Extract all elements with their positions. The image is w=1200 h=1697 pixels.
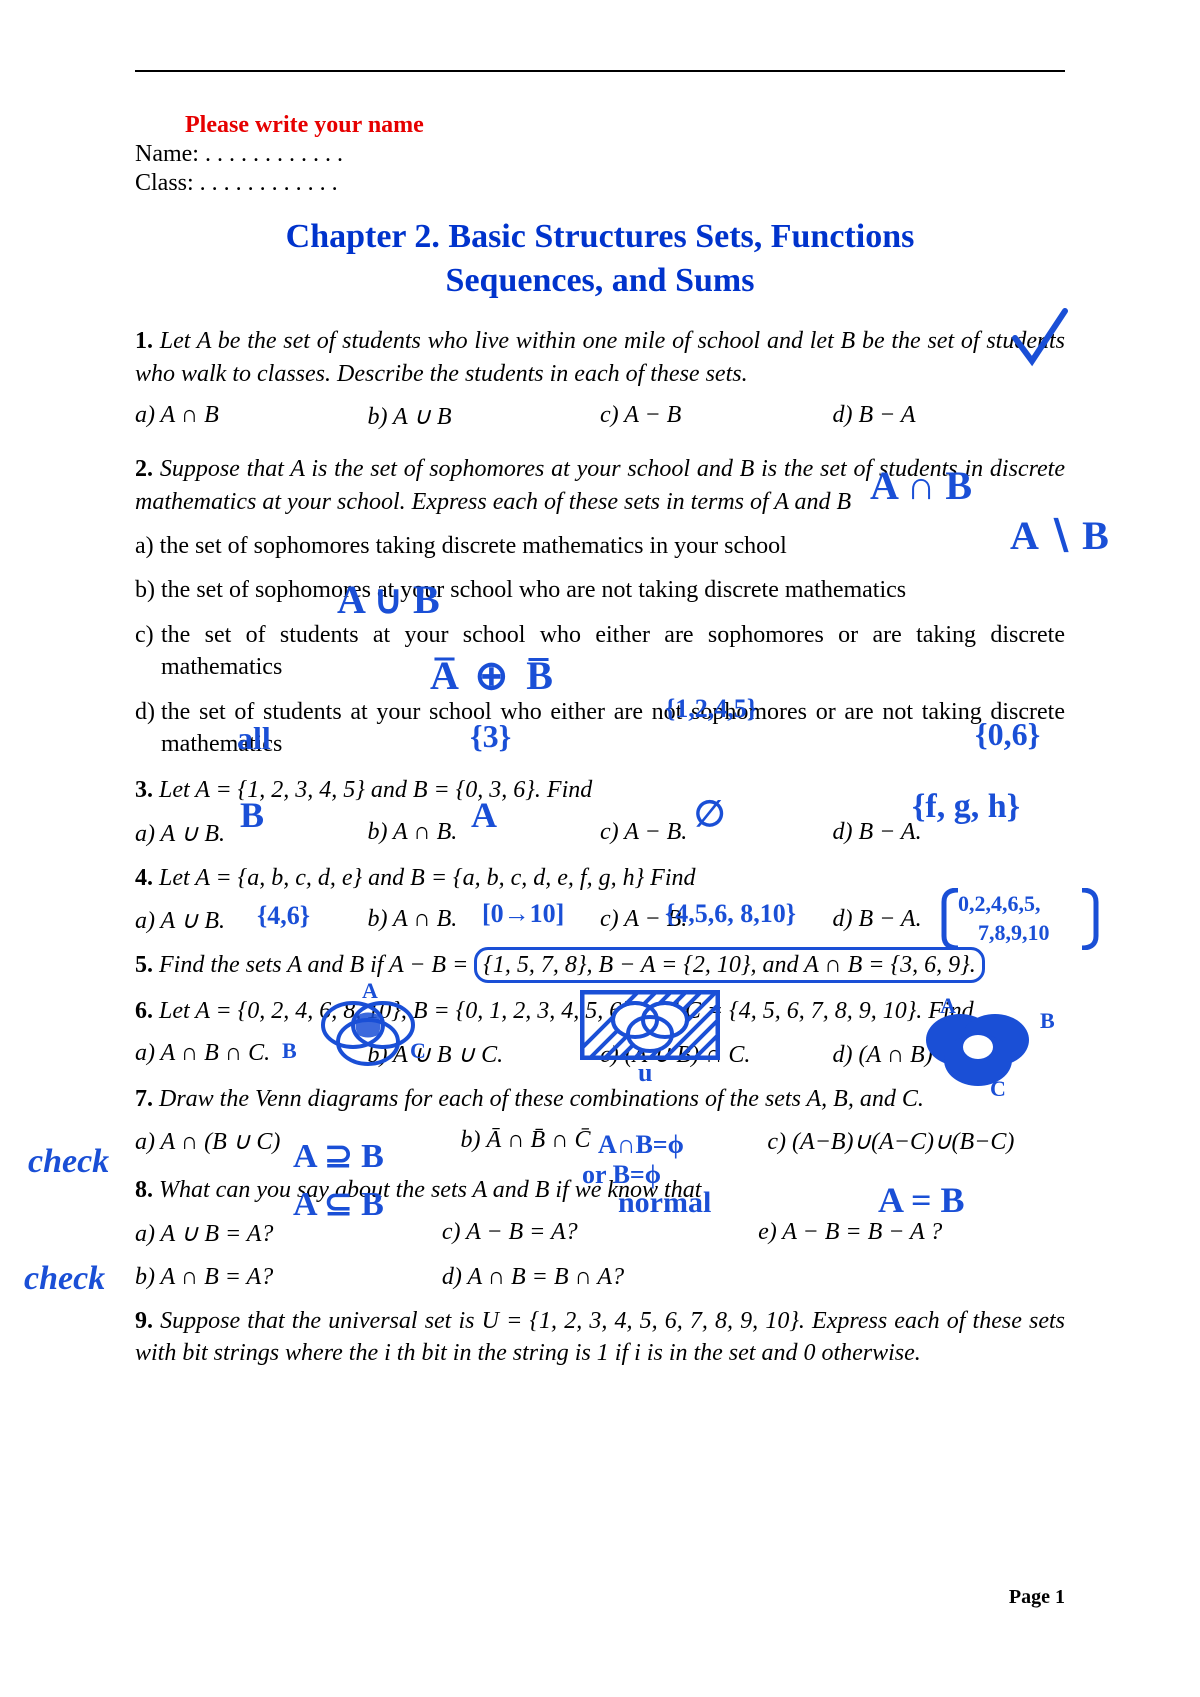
hw-q3b: {3}: [470, 720, 511, 752]
title-line-1: Chapter 2. Basic Structures Sets, Functi…: [286, 218, 915, 255]
q8-c: c) A − B = A?: [442, 1219, 758, 1248]
question-4: 4. Let A = {a, b, c, d, e} and B = {a, b…: [135, 862, 1065, 894]
worksheet-page: Please write your name Name: . . . . . .…: [0, 0, 1200, 1697]
hw-q6a: {4,6}: [257, 903, 310, 929]
q1-c: c) A − B: [600, 402, 833, 431]
hw-venn-a-B: B: [282, 1040, 297, 1062]
q2-d: d)d) the set of students at your school …: [135, 696, 1065, 761]
q1-a: a) A ∩ B: [135, 402, 368, 431]
hw-margin-check-1: check: [28, 1145, 109, 1179]
q7-num: 7.: [135, 1086, 153, 1112]
hw-q6d-l1: 0,2,4,6,5,: [958, 893, 1041, 915]
hw-q3c: {1,2,4,5}: [665, 696, 757, 722]
q3-num: 3.: [135, 777, 153, 803]
hw-venn-a-A: A: [362, 980, 378, 1002]
q4-num: 4.: [135, 865, 153, 891]
q1-b: b) A ∪ B: [368, 402, 601, 431]
top-rule: [135, 70, 1065, 72]
question-5: 5. Find the sets A and B if A − B = {1, …: [135, 949, 1065, 981]
hw-q4a: B: [240, 797, 264, 833]
hw-venn-c-B: B: [1040, 1010, 1055, 1032]
q8-b: b) A ∩ B = A?: [135, 1264, 442, 1291]
hw-q3d: {0,6}: [975, 718, 1040, 750]
q5-boxed: {1, 5, 7, 8}, B − A = {2, 10}, and A ∩ B…: [474, 947, 984, 983]
q2-b: b) the set of sophomores at your school …: [135, 574, 1065, 606]
q8-a: a) A ∪ B = A?: [135, 1219, 442, 1248]
hw-q4d: {f, g, h}: [912, 790, 1020, 824]
hw-q1-check: [1010, 303, 1070, 383]
hw-q6d-bracket: [940, 888, 962, 955]
hw-q2d: A̅ ⊕ B̅: [430, 656, 557, 696]
hw-q6b: [0→10]: [482, 901, 564, 927]
q8-row1: a) A ∪ B = A? c) A − B = A? e) A − B = B…: [135, 1219, 1065, 1248]
chapter-title: Chapter 2. Basic Structures Sets, Functi…: [135, 215, 1065, 303]
q9-text: Suppose that the universal set is U = {1…: [135, 1308, 1065, 1366]
hw-venn-c-A: A: [940, 995, 956, 1017]
q8-row2: b) A ∩ B = A? d) A ∩ B = B ∩ A?: [135, 1264, 1065, 1291]
hw-q8c-l2: or B=ϕ: [582, 1162, 661, 1188]
hw-venn-a-C: C: [410, 1040, 426, 1062]
hw-venn-q7b: [580, 990, 720, 1060]
q1-d: d) B − A: [833, 402, 1066, 431]
hw-q7b-u: u: [638, 1060, 652, 1086]
question-9: 9. Suppose that the universal set is U =…: [135, 1305, 1065, 1370]
q6-text: Let A = {0, 2, 4, 6, 8, 10}, B = {0, 1, …: [159, 998, 974, 1024]
hw-venn-q7c: [900, 1000, 1050, 1090]
hw-q2a: A ∩ B: [870, 466, 972, 506]
hw-q3a: all: [237, 722, 271, 754]
q1-text: Let A be the set of students who live wi…: [135, 328, 1065, 386]
page-number: Page 1: [1009, 1586, 1065, 1609]
q5-prefix: Find the sets A and B if A − B =: [159, 952, 474, 978]
q7-c: c) (A−B)∪(A−C)∪(B−C): [767, 1127, 1065, 1156]
q9-num: 9.: [135, 1308, 153, 1334]
hw-q8c-l1: A∩B=ϕ: [598, 1132, 684, 1158]
name-warning: Please write your name: [185, 112, 1065, 139]
hw-q6c: {4,5,6, 8,10}: [665, 901, 796, 927]
question-1: 1. Let A be the set of students who live…: [135, 325, 1065, 390]
hw-q2c: A ∪ B: [337, 580, 440, 620]
q4-a: a) A ∪ B.: [135, 906, 368, 935]
hw-q8d: normal: [618, 1188, 711, 1218]
q7-text: Draw the Venn diagrams for each of these…: [159, 1086, 924, 1112]
class-field-label: Class: . . . . . . . . . . . .: [135, 170, 1065, 197]
q4-text: Let A = {a, b, c, d, e} and B = {a, b, c…: [159, 865, 696, 891]
q1-options: a) A ∩ B b) A ∪ B c) A − B d) B − A: [135, 402, 1065, 431]
q2-c: c)c) the set of students at your school …: [135, 619, 1065, 684]
hw-q6d-l2: 7,8,9,10: [978, 922, 1050, 944]
q2-a: a) the set of sophomores taking discrete…: [135, 530, 1065, 562]
hw-q8e: A = B: [878, 1182, 965, 1218]
title-line-2: Sequences, and Sums: [446, 262, 755, 299]
q6-num: 6.: [135, 998, 153, 1024]
hw-q8b: A ⊆ B: [293, 1188, 384, 1222]
hw-q4c: ∅: [694, 796, 725, 832]
q1-num: 1.: [135, 328, 153, 354]
q8-e: e) A − B = B − A ?: [758, 1219, 1065, 1248]
hw-q4b: A: [471, 797, 497, 833]
hw-q8a: A ⊇ B: [293, 1140, 384, 1174]
hw-margin-check-2: check: [24, 1262, 105, 1296]
q3-text: Let A = {1, 2, 3, 4, 5} and B = {0, 3, 6…: [159, 777, 592, 803]
q8-num: 8.: [135, 1177, 153, 1203]
q5-num: 5.: [135, 952, 153, 978]
name-field-label: Name: . . . . . . . . . . . .: [135, 141, 1065, 168]
q8-d: d) A ∩ B = B ∩ A?: [442, 1264, 1065, 1291]
hw-q2b: A ∖ B: [1010, 516, 1109, 556]
hw-venn-c-C: C: [990, 1078, 1006, 1100]
hw-q6d-bracket-r: [1078, 888, 1100, 955]
q2-num: 2.: [135, 456, 153, 482]
